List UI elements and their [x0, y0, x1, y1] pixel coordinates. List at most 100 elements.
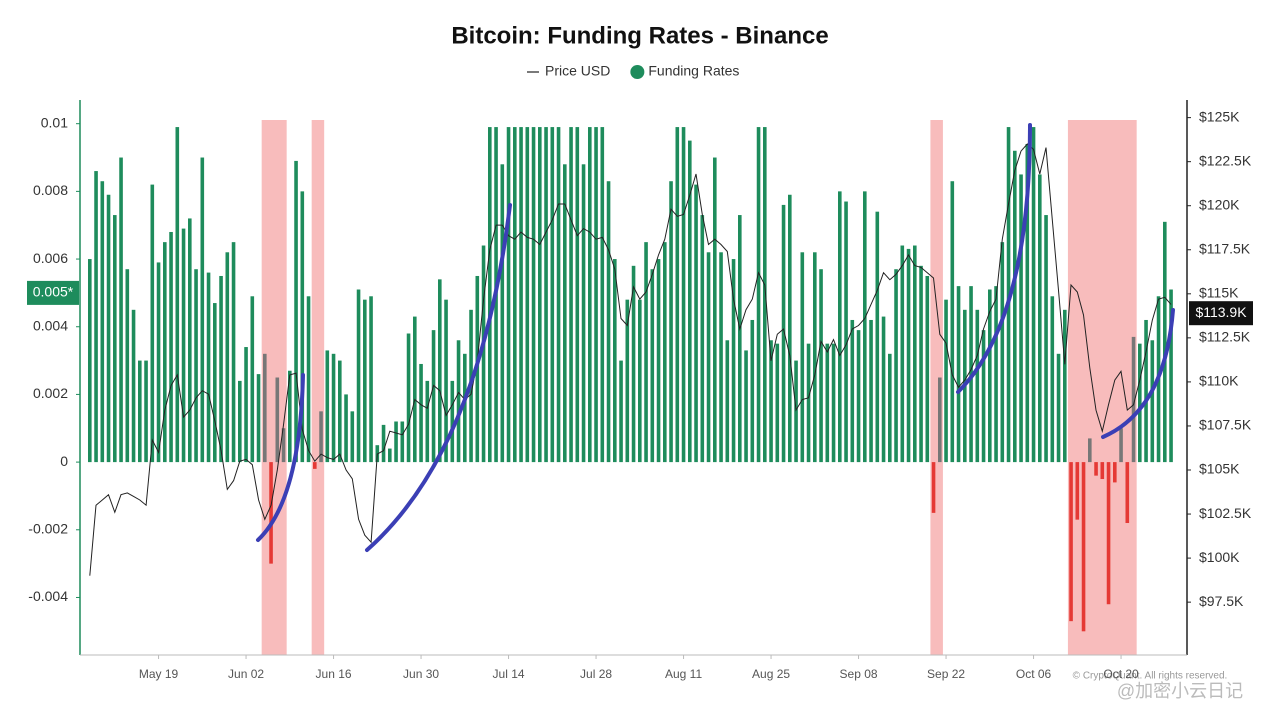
highlight-layer: [261, 120, 1137, 655]
bar: [306, 296, 311, 463]
bar: [813, 252, 817, 463]
bar: [238, 380, 242, 463]
bar: [613, 259, 617, 463]
bar: [194, 269, 198, 463]
bar: [381, 424, 386, 463]
y-tick-label: 0: [60, 453, 68, 469]
bar: [1113, 462, 1117, 483]
bar: [1044, 215, 1048, 463]
bar: [1050, 296, 1055, 463]
bar: [444, 299, 448, 463]
x-tick-label: Jun 02: [228, 667, 264, 681]
bar: [638, 299, 642, 463]
bar: [750, 319, 755, 463]
bar: [894, 269, 898, 463]
bar: [869, 319, 873, 463]
current-price-badge: [1189, 301, 1253, 326]
x-tick-label: Jun 16: [316, 667, 352, 681]
y2-tick-label: $112.5K: [1199, 329, 1251, 345]
current-price-label: $113.9K: [1195, 304, 1247, 320]
bar: [769, 340, 773, 463]
bar: [1063, 309, 1067, 463]
bar: [581, 164, 586, 463]
bar: [225, 252, 230, 463]
bar-layer: [88, 127, 1173, 632]
y-tick-label: 0.002: [33, 385, 68, 401]
bar: [1163, 221, 1167, 463]
bar: [775, 343, 780, 463]
bar: [131, 309, 136, 463]
legend-label: Funding Rates: [648, 63, 739, 79]
bar: [1069, 462, 1073, 622]
bar: [181, 228, 186, 463]
bar: [481, 245, 486, 463]
bar: [1119, 428, 1123, 463]
bar: [1169, 289, 1173, 463]
bar: [688, 140, 692, 463]
bar: [619, 360, 623, 463]
legend-label: Price USD: [545, 63, 610, 79]
bar: [888, 353, 892, 463]
bar: [988, 289, 992, 463]
bar: [400, 421, 405, 463]
bar: [794, 360, 798, 463]
bar: [1144, 319, 1148, 463]
bar: [506, 127, 511, 463]
bar: [663, 242, 667, 463]
bar: [1019, 174, 1023, 463]
bar: [756, 127, 761, 463]
bar: [119, 157, 123, 463]
bar: [763, 127, 767, 463]
bar: [1038, 174, 1042, 463]
x-tick-label: Jul 14: [493, 667, 525, 681]
bar: [669, 181, 673, 463]
bar: [1150, 340, 1155, 463]
bar: [88, 259, 92, 463]
bar: [825, 343, 830, 463]
y2-tick-label: $115K: [1199, 285, 1239, 301]
y2-tick-label: $105K: [1199, 461, 1240, 477]
current-funding-badge: [27, 280, 79, 305]
bar: [788, 194, 792, 463]
bar: [938, 377, 942, 463]
bar: [625, 299, 630, 463]
bar: [631, 265, 636, 463]
bar: [569, 127, 573, 463]
bar: [875, 211, 880, 463]
y2-tick-label: $100K: [1199, 549, 1240, 565]
bar: [944, 299, 948, 463]
x-tick-label: Oct 06: [1016, 667, 1052, 681]
bar: [419, 363, 423, 463]
bar: [850, 319, 855, 463]
bar: [150, 184, 155, 463]
bar: [700, 215, 705, 463]
bar: [931, 462, 936, 513]
bar: [919, 265, 923, 463]
bar: [1106, 462, 1111, 605]
y-tick-label: 0.008: [33, 182, 68, 198]
bar: [344, 394, 348, 463]
bar: [256, 374, 261, 463]
bar: [1094, 462, 1098, 476]
bar: [744, 350, 748, 463]
bar: [206, 272, 211, 463]
copyright: © CryptoQuant. All rights reserved.: [1073, 671, 1228, 682]
bar: [513, 127, 517, 463]
bar: [144, 360, 148, 463]
bar: [250, 296, 255, 463]
bar: [1088, 438, 1092, 463]
bar: [994, 286, 998, 463]
bar: [606, 181, 611, 463]
highlight-band: [930, 120, 943, 655]
bar: [313, 462, 317, 469]
bar: [500, 164, 505, 463]
bar: [288, 370, 292, 463]
bar: [300, 191, 305, 463]
x-tick-label: Oct 20: [1103, 667, 1139, 681]
bar: [488, 127, 492, 463]
x-tick-label: Aug 25: [752, 667, 790, 681]
y2-tick-label: $110K: [1199, 373, 1239, 389]
watermark: @加密小云日记: [1117, 681, 1243, 701]
x-tick-label: Jun 30: [403, 667, 439, 681]
bar: [244, 347, 248, 463]
